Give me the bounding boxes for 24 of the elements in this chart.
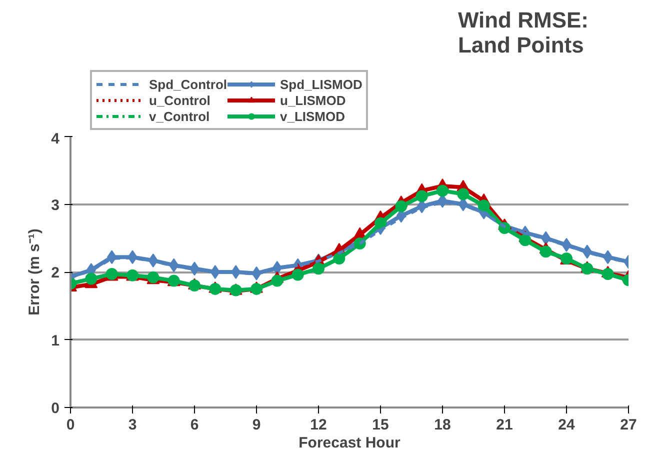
x-tick-label: 9 <box>252 416 261 434</box>
x-tick-label: 0 <box>66 416 75 434</box>
legend-label: u_LISMOD <box>280 92 346 108</box>
legend-label: u_Control <box>149 92 210 108</box>
legend-label: v_Control <box>149 108 210 124</box>
x-tick-label: 6 <box>190 416 199 434</box>
legend-label: Spd_Control <box>149 76 227 92</box>
x-tick-label: 12 <box>310 416 327 434</box>
x-tick-label: 3 <box>128 416 137 434</box>
x-tick-label: 21 <box>496 416 513 434</box>
x-axis-title: Forecast Hour <box>298 434 401 452</box>
x-tick-label: 24 <box>558 416 576 434</box>
x-tick-label: 18 <box>434 416 451 434</box>
y-tick-label: 2 <box>51 264 60 282</box>
chart-title: Wind RMSE: Land Points <box>458 8 588 58</box>
y-tick-label: 4 <box>51 130 60 148</box>
y-tick-label: 3 <box>51 196 60 214</box>
legend-label: Spd_LISMOD <box>280 76 362 92</box>
y-axis-title: Error (m s⁻¹) <box>26 228 44 316</box>
legend-label: v_LISMOD <box>280 108 346 124</box>
x-tick-label: 15 <box>372 416 389 434</box>
x-tick-label: 27 <box>620 416 637 434</box>
y-tick-label: 1 <box>51 332 60 350</box>
y-tick-label: 0 <box>51 400 60 417</box>
